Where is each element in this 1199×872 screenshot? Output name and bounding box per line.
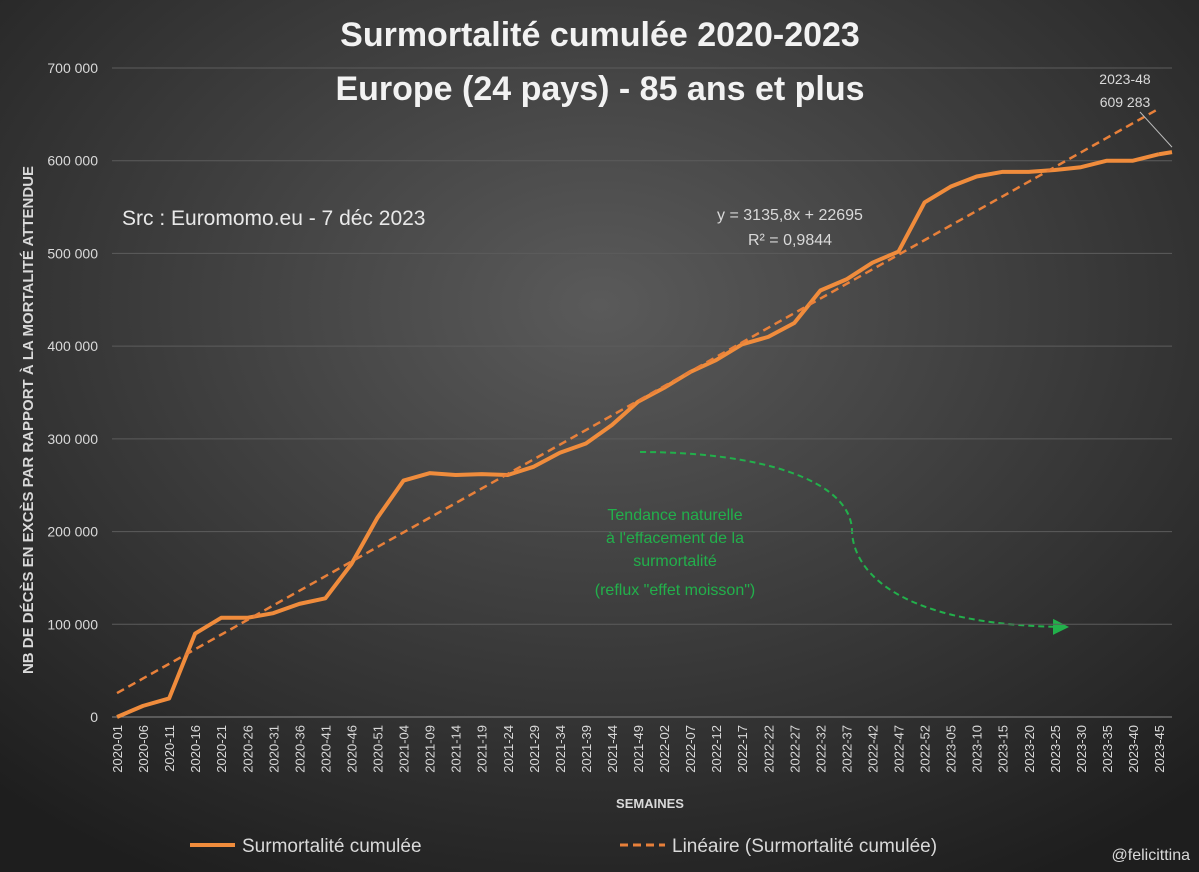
title: Europe (24 pays) - 85 ans et plus bbox=[335, 70, 864, 108]
y-tick-label: 600 000 bbox=[47, 153, 98, 169]
y-tick-label: 200 000 bbox=[47, 524, 98, 540]
end-label: 609 283 bbox=[1100, 94, 1151, 110]
y-axis-label: NB DE DÉCÈS EN EXCÈS PAR RAPPORT À LA MO… bbox=[20, 166, 37, 674]
x-tick-label: 2020-31 bbox=[266, 725, 281, 773]
source: Src : Euromomo.eu - 7 déc 2023 bbox=[122, 207, 426, 230]
note-line: Tendance naturelle bbox=[607, 507, 742, 524]
x-tick-label: 2020-51 bbox=[371, 725, 386, 773]
x-tick-label: 2020-36 bbox=[292, 725, 307, 773]
x-tick-label: 2020-46 bbox=[344, 725, 359, 773]
x-tick-label: 2021-09 bbox=[423, 725, 438, 773]
x-tick-label: 2023-35 bbox=[1100, 725, 1115, 773]
x-tick-label: 2023-25 bbox=[1048, 725, 1063, 773]
x-tick-label: 2022-27 bbox=[787, 725, 802, 773]
line-series-end bbox=[1158, 150, 1173, 157]
x-tick-label: 2020-06 bbox=[136, 725, 151, 773]
x-tick-label: 2020-41 bbox=[318, 725, 333, 773]
x-tick-label: 2022-07 bbox=[683, 725, 698, 773]
x-tick-label: 2022-02 bbox=[657, 725, 672, 773]
equation: y = 3135,8x + 22695 bbox=[717, 207, 863, 224]
note: Tendance naturelle à l'effacement de la … bbox=[595, 507, 755, 599]
x-tick-label: 2020-01 bbox=[110, 725, 125, 773]
y-tick-label: 700 000 bbox=[47, 60, 98, 76]
x-tick-label: 2023-40 bbox=[1126, 725, 1141, 773]
y-tick-label: 400 000 bbox=[47, 338, 98, 354]
x-tick-label: 2020-21 bbox=[214, 725, 229, 773]
note-line: surmortalité bbox=[633, 553, 717, 570]
x-tick-label: 2023-05 bbox=[944, 725, 959, 773]
legend-label: Surmortalité cumulée bbox=[242, 836, 422, 857]
x-tick-label: 2020-16 bbox=[188, 725, 203, 773]
x-tick-label: 2022-12 bbox=[709, 725, 724, 773]
x-tick-label: 2022-22 bbox=[761, 725, 776, 773]
equation: R² = 0,9844 bbox=[748, 232, 832, 249]
x-tick-label: 2023-45 bbox=[1152, 725, 1167, 773]
x-tick-label: 2023-15 bbox=[996, 725, 1011, 773]
title: Surmortalité cumulée 2020-2023 bbox=[340, 16, 860, 54]
y-tick-label: 300 000 bbox=[47, 431, 98, 447]
x-tick-label: 2022-32 bbox=[813, 725, 828, 773]
x-tick-label: 2021-04 bbox=[397, 725, 412, 773]
y-tick-label: 500 000 bbox=[47, 245, 98, 261]
x-tick-label: 2022-17 bbox=[735, 725, 750, 773]
legend-label: Linéaire (Surmortalité cumulée) bbox=[672, 836, 937, 857]
y-tick-label: 0 bbox=[90, 709, 98, 725]
x-tick-label: 2020-26 bbox=[240, 725, 255, 773]
x-tick-label: 2022-47 bbox=[892, 725, 907, 773]
x-tick-label: 2023-10 bbox=[970, 725, 985, 773]
x-tick-label: 2022-37 bbox=[839, 725, 854, 773]
x-tick-label: 2023-20 bbox=[1022, 725, 1037, 773]
note-line: à l'effacement de la bbox=[606, 530, 744, 547]
note-arrow bbox=[639, 451, 1069, 635]
x-tick-label: 2023-30 bbox=[1074, 725, 1089, 773]
x-tick-label: 2021-49 bbox=[631, 725, 646, 773]
x-tick-label: 2020-11 bbox=[162, 725, 177, 772]
x-tick-label: 2021-44 bbox=[605, 725, 620, 773]
note-line: (reflux "effet moisson") bbox=[595, 582, 755, 599]
x-tick-label: 2021-24 bbox=[501, 725, 516, 773]
x-tick-label: 2022-42 bbox=[865, 725, 880, 773]
line-series bbox=[116, 152, 1160, 719]
x-tick-label: 2021-39 bbox=[579, 725, 594, 773]
line-series bbox=[116, 107, 1160, 695]
x-tick-label: 2021-34 bbox=[553, 725, 568, 773]
y-tick-label: 100 000 bbox=[47, 616, 98, 632]
x-tick-label: 2021-14 bbox=[449, 725, 464, 773]
end-label: 2023-48 bbox=[1099, 71, 1151, 87]
x-tick-label: 2021-19 bbox=[475, 725, 490, 773]
credit: @felicittina bbox=[1112, 847, 1191, 864]
x-axis-label: SEMAINES bbox=[616, 796, 684, 811]
leader-line bbox=[1139, 111, 1173, 148]
x-tick-label: 2021-29 bbox=[527, 725, 542, 773]
x-tick-label: 2022-52 bbox=[918, 725, 933, 773]
